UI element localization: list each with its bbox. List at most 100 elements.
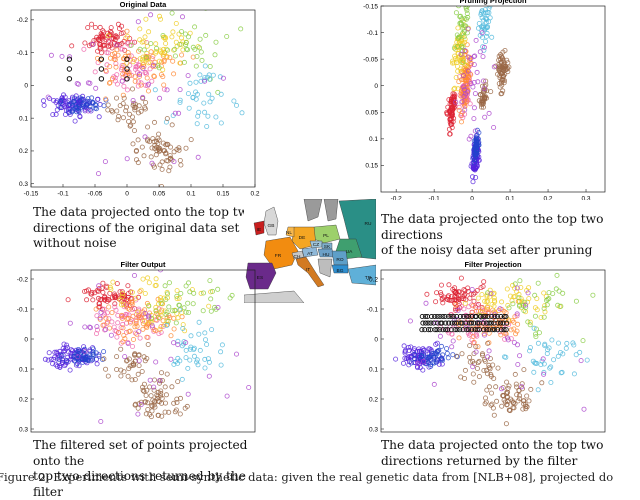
data-point xyxy=(149,402,155,408)
data-point xyxy=(477,92,483,98)
data-point xyxy=(144,387,150,393)
data-point xyxy=(132,39,138,45)
map-label: IT xyxy=(306,267,310,273)
map-region-other xyxy=(323,199,339,222)
data-point xyxy=(125,341,131,347)
data-point xyxy=(479,8,485,14)
data-point xyxy=(194,54,200,60)
data-point xyxy=(148,41,154,47)
data-point xyxy=(100,289,106,295)
data-point xyxy=(474,142,480,148)
data-point xyxy=(470,364,476,370)
data-point xyxy=(479,351,485,357)
data-point xyxy=(122,354,128,360)
data-point xyxy=(135,309,141,315)
data-point xyxy=(142,34,148,40)
data-point xyxy=(118,373,124,379)
data-point xyxy=(142,134,148,140)
data-point xyxy=(465,54,471,60)
data-point xyxy=(107,284,113,290)
y-tick-label: 0.05 xyxy=(365,110,378,117)
data-point xyxy=(480,24,486,30)
data-point xyxy=(89,95,95,101)
data-point xyxy=(215,286,221,292)
x-tick-label: 0.1 xyxy=(186,191,195,198)
data-point xyxy=(207,99,213,105)
data-point xyxy=(177,411,183,417)
data-point xyxy=(455,64,461,70)
data-point xyxy=(137,56,143,62)
data-point xyxy=(145,342,151,348)
filter-projection-chart: Filter Projection -0.2 -0.1 0 0.1 0.2 0.3 xyxy=(350,258,612,436)
data-point xyxy=(482,401,488,407)
data-point xyxy=(188,333,194,339)
data-point xyxy=(532,313,538,319)
data-point xyxy=(109,76,115,82)
data-point xyxy=(504,335,510,341)
data-point xyxy=(483,39,489,45)
caption-bottom-left: The filtered set of points projected ont… xyxy=(33,438,263,500)
data-point xyxy=(471,339,477,345)
data-point xyxy=(136,363,142,369)
data-point xyxy=(494,398,500,404)
data-point xyxy=(523,406,529,412)
x-tick-label: 0.2 xyxy=(250,191,259,198)
data-point xyxy=(215,305,221,311)
data-point xyxy=(526,285,532,291)
data-point xyxy=(181,59,187,65)
data-point xyxy=(194,357,200,363)
data-point xyxy=(161,59,167,65)
data-point xyxy=(96,286,102,292)
data-point xyxy=(497,84,503,90)
y-tick-label: 0.1 xyxy=(19,115,28,122)
data-point xyxy=(158,309,164,315)
data-point xyxy=(105,102,111,108)
data-point xyxy=(455,296,461,302)
data-point xyxy=(142,311,148,317)
map-label: CH xyxy=(294,254,301,260)
data-point xyxy=(447,131,453,137)
data-point xyxy=(514,384,520,390)
data-point xyxy=(506,407,512,413)
data-point xyxy=(507,293,513,299)
data-point xyxy=(402,350,408,356)
data-point xyxy=(98,309,104,315)
data-point xyxy=(114,354,120,360)
data-point xyxy=(186,105,192,111)
data-point xyxy=(82,288,88,294)
data-point xyxy=(187,357,193,363)
data-point xyxy=(183,355,189,361)
data-point xyxy=(158,270,163,273)
data-point xyxy=(83,355,89,361)
data-point xyxy=(488,390,494,396)
data-point xyxy=(213,39,219,45)
data-point xyxy=(206,359,212,365)
noise-point xyxy=(451,320,458,326)
data-point xyxy=(151,387,157,393)
caption-bottom-right-line2: directions returned by the filter xyxy=(381,453,578,468)
data-point xyxy=(163,46,169,52)
data-point xyxy=(172,46,178,52)
data-point xyxy=(581,406,587,412)
data-point xyxy=(94,313,100,319)
data-point xyxy=(573,298,579,304)
data-point xyxy=(461,306,467,312)
data-point xyxy=(88,325,94,331)
caption-top-left-line2: directions of the original data set xyxy=(33,220,240,235)
y-tick-label: -0.2 xyxy=(17,276,29,283)
plot-frame xyxy=(30,269,256,433)
data-point xyxy=(116,330,122,336)
data-point xyxy=(129,344,135,350)
data-point xyxy=(171,361,177,367)
data-point xyxy=(539,380,545,386)
data-point xyxy=(127,123,133,129)
data-point xyxy=(59,353,65,359)
data-point xyxy=(132,358,138,364)
data-point xyxy=(194,359,200,365)
data-point xyxy=(155,398,161,404)
data-point xyxy=(465,6,471,9)
y-tick-label: -0.2 xyxy=(17,17,29,24)
data-point xyxy=(438,290,444,296)
noise-point xyxy=(443,327,449,333)
y-tick-label: 0.3 xyxy=(369,426,378,433)
